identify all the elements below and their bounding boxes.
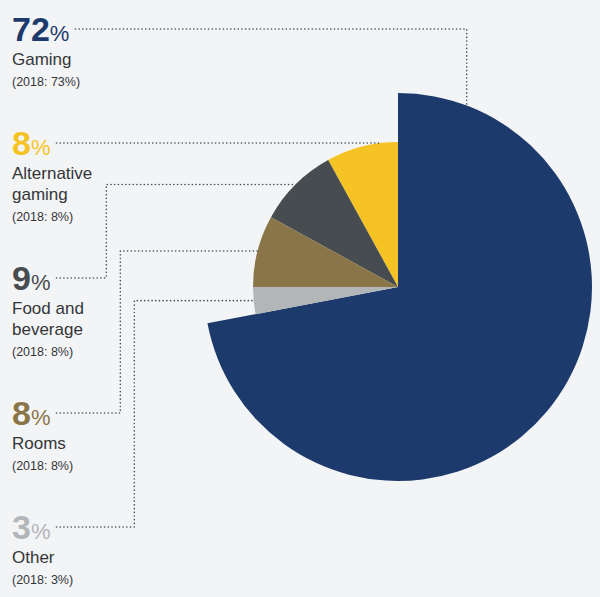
leaders	[56, 29, 466, 527]
value-unit: %	[31, 519, 51, 544]
value-label: 8%	[12, 394, 50, 432]
prior-year-label: (2018: 3%)	[12, 573, 73, 587]
leader-line	[56, 142, 380, 144]
label-line: beverage	[12, 320, 83, 339]
value-unit: %	[50, 21, 70, 46]
value-number: 9	[12, 259, 31, 297]
pie	[207, 93, 592, 481]
label-line: gaming	[12, 185, 68, 204]
leader-line	[56, 251, 257, 413]
value-number: 72	[12, 10, 50, 48]
leader-line	[56, 301, 253, 527]
label-block: 3% Other (2018: 3%)	[12, 508, 73, 587]
label-block: 72% Gaming (2018: 73%)	[12, 10, 80, 89]
category-label: Gaming	[12, 50, 72, 69]
category-label: Food and beverage	[12, 299, 84, 339]
label-line: Food and	[12, 299, 84, 318]
pie-slice	[207, 93, 592, 481]
value-unit: %	[31, 135, 51, 160]
pie-slice	[253, 287, 398, 314]
leader-line	[56, 184, 295, 278]
pie-slice	[253, 217, 398, 287]
label-line: Other	[12, 548, 55, 567]
chart-container: 72% Gaming (2018: 73%) 8% Alternative gaming (…	[0, 0, 600, 597]
label-line: Rooms	[12, 434, 66, 453]
value-unit: %	[31, 405, 51, 430]
prior-year-label: (2018: 8%)	[12, 459, 73, 473]
leader-line	[75, 29, 466, 106]
chart-svg: 72% Gaming (2018: 73%) 8% Alternative gaming (…	[0, 0, 600, 597]
label-line: Gaming	[12, 50, 72, 69]
value-label: 9%	[12, 259, 50, 297]
prior-year-label: (2018: 73%)	[12, 75, 80, 89]
value-label: 72%	[12, 10, 69, 48]
label-block: 9% Food and beverage (2018: 8%)	[12, 259, 84, 359]
label-block: 8% Alternative gaming (2018: 8%)	[12, 124, 92, 224]
value-number: 8	[12, 394, 31, 432]
category-label: Rooms	[12, 434, 66, 453]
value-label: 8%	[12, 124, 50, 162]
category-label: Alternative gaming	[12, 164, 92, 204]
background	[0, 0, 600, 597]
category-label: Other	[12, 548, 55, 567]
labels: 72% Gaming (2018: 73%) 8% Alternative gaming (…	[12, 10, 92, 587]
label-block: 8% Rooms (2018: 8%)	[12, 394, 73, 473]
value-number: 3	[12, 508, 31, 546]
label-line: Alternative	[12, 164, 92, 183]
value-unit: %	[31, 270, 51, 295]
prior-year-label: (2018: 8%)	[12, 345, 73, 359]
value-label: 3%	[12, 508, 50, 546]
pie-group	[207, 93, 592, 481]
prior-year-label: (2018: 8%)	[12, 210, 73, 224]
value-number: 8	[12, 124, 31, 162]
